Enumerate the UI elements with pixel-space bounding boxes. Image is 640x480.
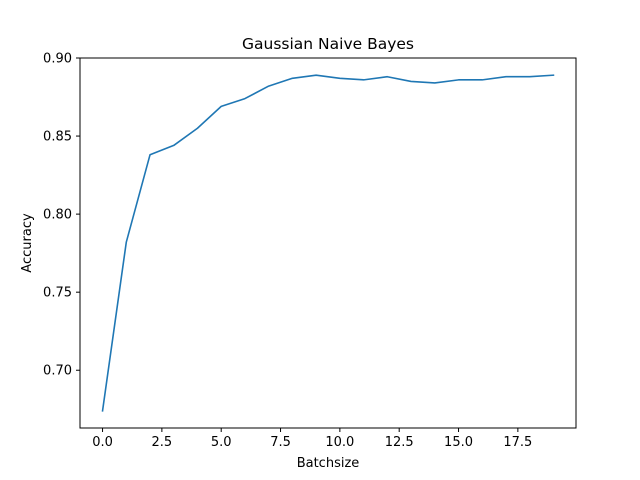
y-tick-label: 0.80: [43, 208, 72, 223]
data-point: [125, 241, 127, 243]
data-point: [553, 74, 555, 76]
y-axis-title: Accuracy: [20, 213, 35, 273]
data-point: [197, 127, 199, 129]
data-point: [363, 79, 365, 81]
data-point: [529, 76, 531, 78]
plot-area: [101, 74, 555, 412]
x-tick-label: 17.5: [503, 435, 532, 450]
x-tick-label: 10.0: [325, 435, 354, 450]
y-tick-label: 0.85: [43, 130, 72, 145]
chart-title: Gaussian Naive Bayes: [242, 35, 414, 53]
data-point: [387, 76, 389, 78]
data-point: [220, 106, 222, 108]
data-point: [481, 79, 483, 81]
axis-ticks: 0.0 2.5 5.0 7.5 10.0 12.5 15.0 17.5 0.70 0.75 0.80…: [43, 52, 532, 451]
y-tick-label: 0.70: [43, 364, 72, 379]
x-tick-label: 15.0: [444, 435, 473, 450]
axes-frame: [79, 57, 577, 429]
series-line: [101, 74, 555, 412]
data-point: [505, 76, 507, 78]
x-tick-label: 7.5: [270, 435, 291, 450]
data-point: [315, 74, 317, 76]
data-point: [434, 82, 436, 84]
data-point: [292, 78, 294, 80]
data-point: [102, 410, 104, 412]
data-point: [339, 78, 341, 80]
y-tick-label: 0.90: [43, 52, 72, 67]
x-tick-label: 0.0: [92, 435, 113, 450]
data-point: [244, 98, 246, 100]
data-point: [149, 154, 151, 156]
data-point: [268, 85, 270, 87]
x-tick-label: 12.5: [385, 435, 414, 450]
data-point: [173, 145, 175, 147]
data-point: [410, 81, 412, 83]
x-tick-label: 5.0: [211, 435, 232, 450]
y-tick-label: 0.75: [43, 286, 72, 301]
x-axis-title: Batchsize: [297, 456, 360, 471]
data-point: [458, 79, 460, 81]
x-tick-label: 2.5: [152, 435, 173, 450]
